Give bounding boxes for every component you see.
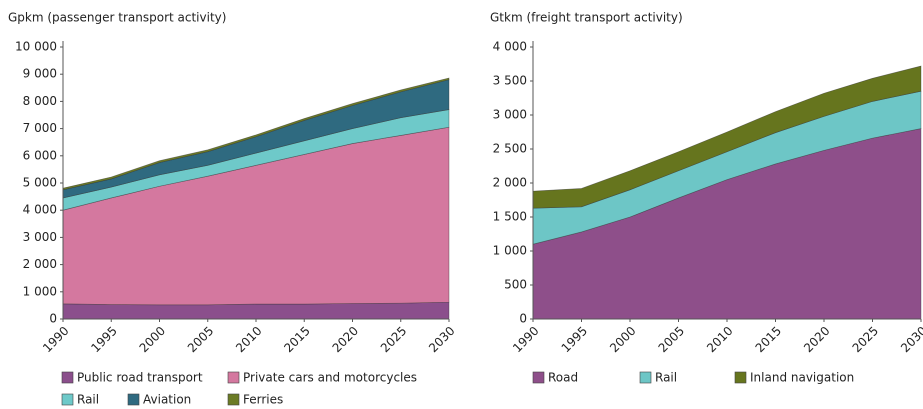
y-tick-label: 2 500 xyxy=(493,142,527,156)
x-tick-label: 2005 xyxy=(656,324,687,355)
x-tick-label: 2020 xyxy=(801,324,832,355)
x-tick-label: 1990 xyxy=(40,324,71,355)
legend-swatch xyxy=(227,393,240,406)
x-tick-label: 2010 xyxy=(233,324,264,355)
x-tick-label: 2015 xyxy=(753,324,784,355)
y-tick-label: 0 xyxy=(519,312,527,326)
area xyxy=(532,65,922,209)
x-tick-label: 2000 xyxy=(137,324,168,355)
legend-swatch xyxy=(639,371,652,384)
y-tick-label: 4 000 xyxy=(23,203,57,217)
x-tick-label: 2000 xyxy=(607,324,638,355)
y-tick-label: 1 500 xyxy=(493,210,527,224)
y-tick-label: 6 000 xyxy=(23,148,57,162)
y-tick-label: 3 000 xyxy=(23,230,57,244)
legend-swatch xyxy=(532,371,545,384)
y-tick-label: 10 000 xyxy=(15,40,57,54)
legend-swatch xyxy=(61,371,74,384)
area xyxy=(62,77,450,191)
legend-label: Inland navigation xyxy=(750,371,854,385)
y-tick-label: 5 000 xyxy=(23,176,57,190)
y-tick-label: 3 500 xyxy=(493,74,527,88)
x-tick-label: 2025 xyxy=(850,324,881,355)
y-tick-label: 2 000 xyxy=(23,257,57,271)
x-tick-label: 2010 xyxy=(704,324,735,355)
legend-swatch xyxy=(127,393,140,406)
x-tick-label: 2015 xyxy=(281,324,312,355)
x-tick-label: 1990 xyxy=(510,324,541,355)
legend-label: Rail xyxy=(655,371,677,385)
x-tick-label: 2020 xyxy=(330,324,361,355)
legend-label: Private cars and motorcycles xyxy=(243,371,417,385)
x-tick-label: 1995 xyxy=(88,324,119,355)
x-tick-label: 2005 xyxy=(185,324,216,355)
y-tick-label: 500 xyxy=(504,278,527,292)
x-tick-label: 1995 xyxy=(559,324,590,355)
axis-title: Gtkm (freight transport activity) xyxy=(490,11,683,25)
legend-label: Rail xyxy=(77,393,99,407)
legend-label: Ferries xyxy=(243,393,283,407)
y-tick-label: 2 000 xyxy=(493,176,527,190)
y-tick-label: 4 000 xyxy=(493,40,527,54)
y-tick-label: 1 000 xyxy=(493,244,527,258)
x-tick-label: 2025 xyxy=(378,324,409,355)
legend-label: Road xyxy=(548,371,578,385)
legend-swatch xyxy=(227,371,240,384)
x-tick-label: 2030 xyxy=(426,324,457,355)
y-tick-label: 0 xyxy=(49,312,57,326)
y-tick-label: 7 000 xyxy=(23,121,57,135)
axis-title: Gpkm (passenger transport activity) xyxy=(8,11,226,25)
y-tick-label: 3 000 xyxy=(493,108,527,122)
y-tick-label: 1 000 xyxy=(23,284,57,298)
legend-swatch xyxy=(734,371,747,384)
x-tick-label: 2030 xyxy=(898,324,923,355)
legend-swatch xyxy=(61,393,74,406)
legend-label: Public road transport xyxy=(77,371,203,385)
y-tick-label: 8 000 xyxy=(23,94,57,108)
y-tick-label: 9 000 xyxy=(23,67,57,81)
legend-label: Aviation xyxy=(143,393,191,407)
